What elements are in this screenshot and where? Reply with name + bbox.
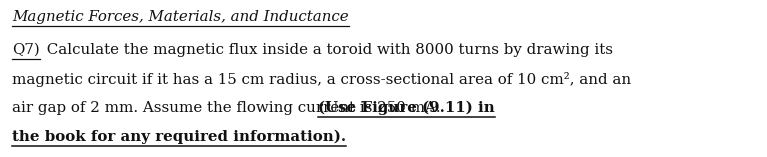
Text: the book for any required information).: the book for any required information). — [12, 130, 346, 144]
Text: Magnetic Forces, Materials, and Inductance: Magnetic Forces, Materials, and Inductan… — [12, 10, 349, 24]
Text: (Use Figure (9.11) in: (Use Figure (9.11) in — [318, 101, 495, 115]
Text: magnetic circuit if it has a 15 cm radius, a cross-sectional area of 10 cm², and: magnetic circuit if it has a 15 cm radiu… — [12, 72, 631, 87]
Text: Calculate the magnetic flux inside a toroid with 8000 turns by drawing its: Calculate the magnetic flux inside a tor… — [42, 43, 613, 57]
Text: Q7): Q7) — [12, 43, 40, 57]
Text: air gap of 2 mm. Assume the flowing current is 250 mA.: air gap of 2 mm. Assume the flowing curr… — [12, 101, 446, 115]
